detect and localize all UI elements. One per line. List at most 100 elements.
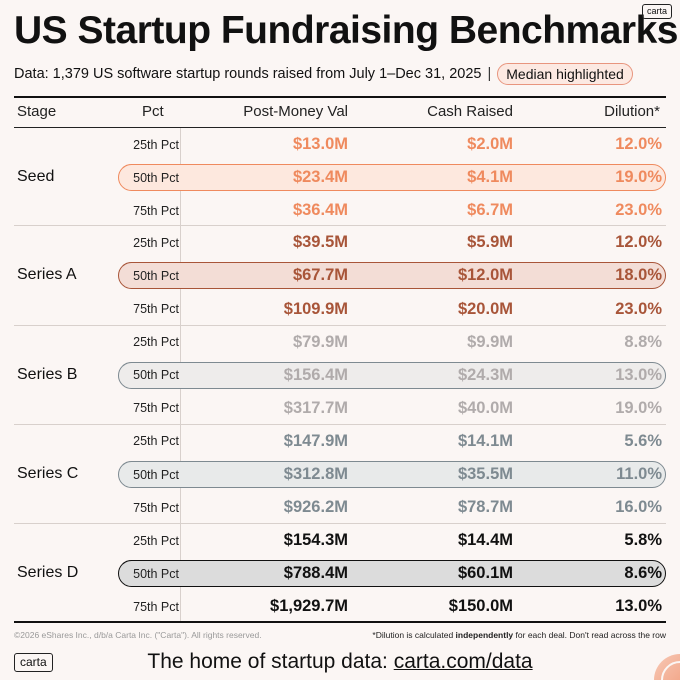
subtitle-row: Data: 1,379 US software startup rounds r…	[14, 61, 633, 87]
post-money-value: $312.8M	[283, 465, 348, 484]
median-highlight-pill	[118, 560, 666, 588]
table-row: 75th Pct $109.9M $20.0M 23.0%	[14, 292, 666, 325]
table-row: 75th Pct $1,929.7M $150.0M 13.0%	[14, 590, 666, 623]
column-header-dilution: Dilution*	[604, 103, 660, 120]
page-title: US Startup Fundraising Benchmarks	[14, 9, 678, 52]
post-money-value: $926.2M	[283, 498, 348, 517]
percentile-label: 25th Pct	[133, 335, 179, 350]
cash-raised-value: $35.5M	[457, 465, 513, 484]
dilution-value: 13.0%	[615, 365, 662, 384]
column-header-post-money: Post-Money Val	[243, 103, 348, 120]
post-money-value: $39.5M	[292, 233, 348, 252]
percentile-label: 50th Pct	[133, 467, 179, 482]
stage-label: Series D	[17, 563, 79, 581]
percentile-label: 75th Pct	[133, 401, 179, 416]
dilution-value: 19.0%	[615, 398, 662, 417]
cash-raised-value: $6.7M	[467, 201, 513, 220]
post-money-value: $67.7M	[292, 266, 348, 285]
percentile-label: 75th Pct	[133, 203, 179, 218]
dilution-footnote: *Dilution is calculated independently fo…	[372, 630, 666, 640]
tagline-row: The home of startup data: carta.com/data	[0, 650, 680, 674]
brand-logo-tag: carta	[641, 4, 672, 19]
post-money-value: $23.4M	[292, 168, 348, 187]
percentile-label: 75th Pct	[133, 500, 179, 515]
column-header-cash-raised: Cash Raised	[427, 103, 513, 120]
stage-group: 25th Pct $147.9M $14.1M 5.6% 50th Pct $312.8M…	[14, 424, 666, 525]
stage-group: 25th Pct $13.0M $2.0M 12.0% 50th Pct $23.4M $4…	[14, 127, 666, 227]
table-row: 50th Pct $312.8M $35.5M 11.0%	[14, 458, 666, 491]
column-header-pct: Pct	[142, 103, 164, 120]
dilution-value: 11.0%	[616, 465, 662, 484]
post-money-value: $154.3M	[283, 531, 348, 550]
post-money-value: $36.4M	[292, 201, 348, 220]
post-money-value: $109.9M	[283, 299, 348, 318]
dilution-value: 19.0%	[615, 168, 662, 187]
stage-label: Series A	[17, 266, 77, 284]
percentile-label: 50th Pct	[133, 170, 179, 185]
stage-group: 25th Pct $39.5M $5.9M 12.0% 50th Pct $67.7M $1…	[14, 226, 666, 326]
median-highlight-pill	[118, 262, 666, 290]
dilution-value: 12.0%	[615, 233, 662, 252]
tagline-text: The home of startup data:	[147, 650, 394, 673]
table-row: 50th Pct $156.4M $24.3M 13.0%	[14, 359, 666, 392]
carta-data-link[interactable]: carta.com/data	[393, 650, 533, 673]
corner-arc	[661, 661, 680, 680]
post-money-value: $317.7M	[283, 398, 348, 417]
table-row: 50th Pct $23.4M $4.1M 19.0%	[14, 161, 666, 194]
footnote-suffix: for each deal. Don't read across the row	[513, 630, 666, 640]
table-row: 25th Pct $147.9M $14.1M 5.6%	[14, 425, 666, 458]
cash-raised-value: $12.0M	[457, 266, 513, 285]
percentile-label: 25th Pct	[133, 434, 179, 449]
percentile-label: 50th Pct	[133, 268, 179, 283]
cash-raised-value: $5.9M	[467, 233, 513, 252]
post-money-value: $79.9M	[292, 332, 348, 351]
table-row: 25th Pct $13.0M $2.0M 12.0%	[14, 128, 666, 161]
stage-group: 25th Pct $154.3M $14.4M 5.8% 50th Pct $788.4M…	[14, 524, 666, 624]
table-row: 50th Pct $788.4M $60.1M 8.6%	[14, 557, 666, 590]
table-row: 25th Pct $39.5M $5.9M 12.0%	[14, 226, 666, 259]
table-row: 50th Pct $67.7M $12.0M 18.0%	[14, 259, 666, 292]
cash-raised-value: $40.0M	[457, 398, 513, 417]
table-row: 75th Pct $926.2M $78.7M 16.0%	[14, 491, 666, 524]
subtitle-separator: |	[487, 66, 492, 82]
cash-raised-value: $14.1M	[457, 431, 513, 450]
post-money-value: $1,929.7M	[270, 597, 348, 616]
dilution-value: 8.6%	[624, 564, 662, 583]
dilution-value: 23.0%	[615, 201, 662, 220]
percentile-label: 75th Pct	[133, 599, 179, 614]
benchmark-table: 25th Pct $13.0M $2.0M 12.0% 50th Pct $23.4M $4…	[14, 127, 666, 624]
percentile-label: 50th Pct	[133, 566, 179, 581]
median-highlight-pill	[118, 361, 666, 389]
percentile-label: 25th Pct	[133, 533, 179, 548]
cash-raised-value: $24.3M	[457, 365, 513, 384]
median-highlight-pill	[118, 164, 666, 192]
stage-label: Series B	[17, 365, 78, 383]
cash-raised-value: $2.0M	[467, 135, 513, 154]
cash-raised-value: $4.1M	[467, 168, 513, 187]
stage-label: Seed	[17, 167, 55, 185]
cash-raised-value: $14.4M	[457, 531, 513, 550]
decorative-corner-graphic	[654, 654, 680, 680]
percentile-label: 25th Pct	[133, 137, 179, 152]
post-money-value: $156.4M	[283, 365, 348, 384]
percentile-label: 75th Pct	[133, 302, 179, 317]
header-rule	[14, 96, 666, 98]
footnote-prefix: *Dilution is calculated	[372, 630, 456, 640]
copyright-text: ©2026 eShares Inc., d/b/a Carta Inc. ("C…	[14, 630, 262, 640]
dilution-value: 5.6%	[624, 431, 662, 450]
dilution-value: 13.0%	[615, 597, 662, 616]
cash-raised-value: $9.9M	[467, 332, 513, 351]
subtitle: Data: 1,379 US software startup rounds r…	[14, 66, 482, 82]
percentile-label: 25th Pct	[133, 235, 179, 250]
dilution-value: 16.0%	[615, 498, 662, 517]
footnote-bold: independently	[455, 630, 514, 640]
cash-raised-value: $150.0M	[448, 597, 513, 616]
table-row: 75th Pct $36.4M $6.7M 23.0%	[14, 194, 666, 227]
median-highlight-pill	[118, 460, 666, 489]
table-row: 25th Pct $79.9M $9.9M 8.8%	[14, 326, 666, 359]
median-highlighted-badge: Median highlighted	[497, 63, 633, 85]
table-row: 25th Pct $154.3M $14.4M 5.8%	[14, 524, 666, 557]
carta-logo: carta	[14, 653, 53, 672]
post-money-value: $147.9M	[283, 431, 348, 450]
cash-raised-value: $60.1M	[457, 564, 513, 583]
